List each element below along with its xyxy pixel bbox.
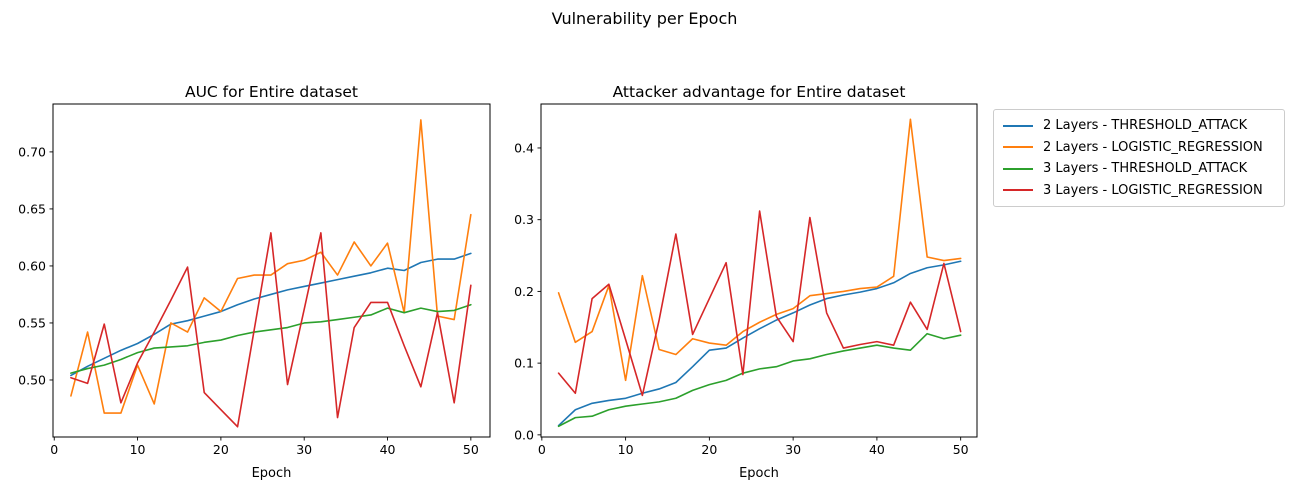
y-tick-label: 0.1 — [514, 356, 534, 371]
y-tick-label: 0.55 — [18, 315, 46, 330]
figure-suptitle: Vulnerability per Epoch — [551, 9, 738, 28]
legend-label: 3 Layers - LOGISTIC_REGRESSION — [1043, 182, 1263, 198]
x-tick-label: 0 — [538, 442, 546, 457]
x-tick-label: 40 — [380, 442, 396, 457]
legend-label: 2 Layers - LOGISTIC_REGRESSION — [1043, 139, 1263, 155]
y-tick-label: 0.4 — [514, 140, 534, 155]
left-plot-title: AUC for Entire dataset — [184, 83, 359, 101]
y-tick-label: 0.2 — [514, 284, 534, 299]
x-tick-label: 50 — [463, 442, 479, 457]
legend-entry: 2 Layers - THRESHOLD_ATTACK — [1003, 115, 1275, 137]
series-line-3-layers-threshold-attack — [70, 303, 472, 374]
legend-entry: 2 Layers - LOGISTIC_REGRESSION — [1003, 137, 1275, 159]
legend-box: 2 Layers - THRESHOLD_ATTACK 2 Layers - L… — [993, 109, 1285, 207]
y-tick-label: 0.3 — [514, 212, 534, 227]
legend-line-sample-icon — [1003, 146, 1033, 149]
legend-line-sample-icon — [1003, 124, 1033, 127]
legend-line-sample-icon — [1003, 189, 1033, 192]
legend-entry: 3 Layers - THRESHOLD_ATTACK — [1003, 158, 1275, 180]
right-xaxis-label: Epoch — [739, 466, 779, 481]
legend-line-sample-icon — [1003, 167, 1033, 170]
y-tick-label: 0.60 — [18, 258, 46, 273]
x-tick-label: 40 — [869, 442, 885, 457]
series-line-3-layers-logistic-regression — [70, 232, 472, 428]
x-tick-label: 10 — [130, 442, 146, 457]
series-line-2-layers-threshold-attack — [557, 260, 962, 427]
series-line-2-layers-threshold-attack — [70, 252, 472, 377]
x-tick-label: 30 — [785, 442, 801, 457]
x-tick-label: 20 — [213, 442, 229, 457]
legend-label: 2 Layers - THRESHOLD_ATTACK — [1043, 118, 1248, 134]
plot-border — [52, 103, 491, 438]
x-tick-label: 10 — [618, 442, 634, 457]
x-tick-label: 30 — [296, 442, 312, 457]
y-tick-label: 0.70 — [18, 144, 46, 159]
legend-entry: 3 Layers - LOGISTIC_REGRESSION — [1003, 180, 1275, 202]
legend-label: 3 Layers - THRESHOLD_ATTACK — [1043, 161, 1248, 177]
left-xaxis-label: Epoch — [251, 466, 292, 481]
right-plot-title: Attacker advantage for Entire dataset — [612, 83, 906, 101]
x-tick-label: 50 — [953, 442, 969, 457]
y-tick-label: 0.65 — [18, 201, 46, 216]
series-line-3-layers-threshold-attack — [557, 332, 962, 428]
series-line-2-layers-logistic-regression — [557, 118, 962, 382]
series-line-3-layers-logistic-regression — [557, 210, 962, 397]
y-tick-label: 0.0 — [514, 427, 534, 442]
plot-border — [540, 103, 978, 438]
x-tick-label: 0 — [50, 442, 58, 457]
plot-area — [541, 104, 977, 437]
y-tick-label: 0.50 — [18, 372, 46, 387]
x-tick-label: 20 — [701, 442, 717, 457]
